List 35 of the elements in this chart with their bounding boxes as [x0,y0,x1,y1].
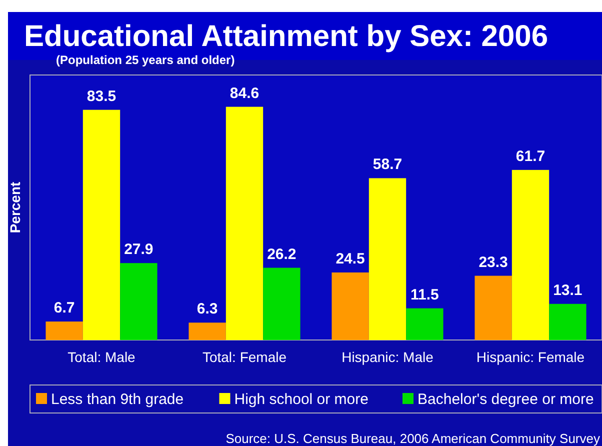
data-label: 84.6 [230,84,260,102]
bar [82,110,120,340]
bar [263,268,300,340]
data-label: 6.7 [54,300,75,317]
bar [332,272,369,340]
data-label: 83.5 [86,88,116,105]
legend-label: Bachelor's degree or more [418,391,594,408]
legend-label: Less than 9th grade [51,391,184,408]
bar [188,322,226,340]
chart-subtitle: (Population 25 years and older) [56,53,235,67]
data-label: 24.5 [336,250,365,268]
data-label: 11.5 [410,286,439,304]
bar [474,276,512,340]
bar [406,308,444,340]
x-tick-label: Hispanic: Female [476,349,585,365]
bar [549,304,586,340]
legend-label: High school or more [234,391,368,408]
chart-title: Educational Attainment by Sex: 2006 [24,20,548,53]
data-label: 13.1 [553,282,582,299]
data-label: 6.3 [196,300,218,318]
x-tick-label: Total: Male [68,349,136,365]
source-note: Source: U.S. Census Bureau, 2006 American Community Survey [226,431,600,446]
data-label: 27.9 [124,241,154,258]
bar [120,263,158,340]
x-tick-label: Total: Female [202,349,287,365]
data-label: 26.2 [267,246,296,263]
x-tick-label: Hispanic: Male [342,349,434,365]
y-axis-title: Percent [7,181,23,234]
bar [368,178,406,340]
data-label: 58.7 [372,156,402,174]
bar [226,106,264,340]
data-label: 61.7 [516,148,546,165]
data-label: 23.3 [478,254,508,271]
bar [46,322,83,340]
bar [512,170,550,340]
